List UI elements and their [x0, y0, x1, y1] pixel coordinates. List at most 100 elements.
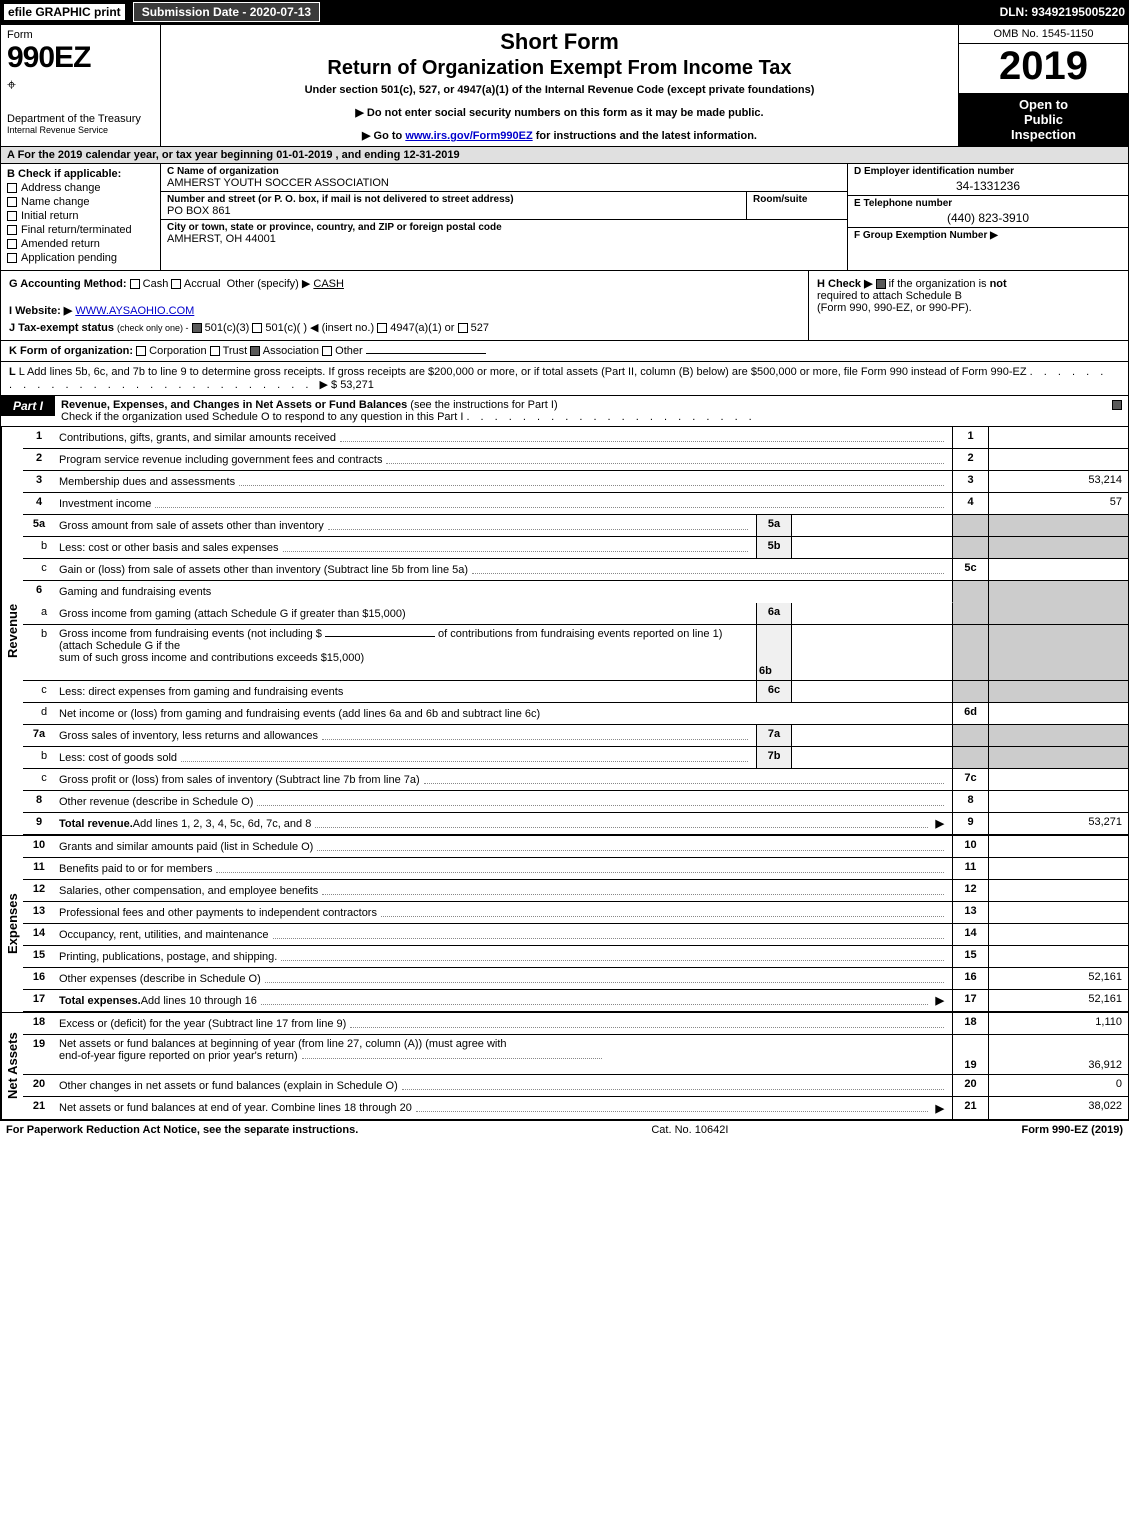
val-9: 53,271 [988, 813, 1128, 834]
line-7b: b Less: cost of goods sold 7b [23, 747, 1128, 769]
chk-amended[interactable]: Amended return [7, 238, 154, 250]
header-right: OMB No. 1545-1150 2019 Open to Public In… [958, 25, 1128, 146]
val-20: 0 [988, 1075, 1128, 1096]
net-assets-section: Net Assets 18 Excess or (deficit) for th… [1, 1013, 1128, 1120]
val-15 [988, 946, 1128, 967]
line-18: 18 Excess or (deficit) for the year (Sub… [23, 1013, 1128, 1035]
revenue-section: Revenue 1 Contributions, gifts, grants, … [1, 427, 1128, 836]
title-short: Short Form [169, 29, 950, 55]
chk-final-return[interactable]: Final return/terminated [7, 224, 154, 236]
header-left: Form 990EZ ⌖ Department of the Treasury … [1, 25, 161, 146]
chk-501c[interactable] [252, 323, 262, 333]
addr-row: Number and street (or P. O. box, if mail… [161, 192, 847, 220]
line-10: 10 Grants and similar amounts paid (list… [23, 836, 1128, 858]
k-label: K Form of organization: [9, 345, 133, 357]
line-6c: c Less: direct expenses from gaming and … [23, 681, 1128, 703]
i-label: I Website: ▶ [9, 305, 72, 317]
form-word: Form [7, 29, 154, 41]
room-label: Room/suite [753, 194, 841, 205]
chk-trust[interactable] [210, 346, 220, 356]
line-2: 2 Program service revenue including gove… [23, 449, 1128, 471]
subtitle: Under section 501(c), 527, or 4947(a)(1)… [169, 84, 950, 96]
chk-corp[interactable] [136, 346, 146, 356]
val-5c [988, 559, 1128, 580]
open-to-public: Open to Public Inspection [959, 93, 1128, 146]
j-tax-exempt: J Tax-exempt status (check only one) - 5… [9, 321, 800, 334]
chk-other-org[interactable] [322, 346, 332, 356]
val-7a [792, 725, 952, 746]
open3: Inspection [961, 127, 1126, 142]
part1-header: Part I Revenue, Expenses, and Changes in… [1, 396, 1128, 427]
line-8: 8 Other revenue (describe in Schedule O)… [23, 791, 1128, 813]
val-8 [988, 791, 1128, 812]
part1-tag: Part I [1, 396, 55, 416]
chk-cash[interactable] [130, 279, 140, 289]
line-6b: b Gross income from fundraising events (… [23, 625, 1128, 681]
irs-seal-icon: ⌖ [7, 77, 154, 95]
org-name-cell: C Name of organization AMHERST YOUTH SOC… [161, 164, 847, 192]
department: Department of the Treasury [7, 113, 154, 125]
phone-cell: E Telephone number (440) 823-3910 [848, 196, 1128, 228]
line-6d: d Net income or (loss) from gaming and f… [23, 703, 1128, 725]
netassets-sidelabel: Net Assets [1, 1013, 23, 1119]
val-6c [792, 681, 952, 702]
line-12: 12 Salaries, other compensation, and emp… [23, 880, 1128, 902]
accounting-value: CASH [313, 278, 344, 290]
line-4: 4 Investment income 4 57 [23, 493, 1128, 515]
j-label: J Tax-exempt status [9, 322, 114, 334]
efile-label: efile GRAPHIC print [4, 4, 125, 20]
line-6: 6 Gaming and fundraising events [23, 581, 1128, 603]
org-addr: PO BOX 861 [167, 205, 740, 217]
note2-post: for instructions and the latest informat… [533, 130, 757, 142]
h-text1: H Check ▶ [817, 278, 873, 290]
tax-year: 2019 [959, 44, 1128, 93]
note-ssn: ▶ Do not enter social security numbers o… [169, 106, 950, 119]
chk-address-change[interactable]: Address change [7, 182, 154, 194]
chk-pending[interactable]: Application pending [7, 252, 154, 264]
chk-501c3[interactable] [192, 323, 202, 333]
chk-assoc[interactable] [250, 346, 260, 356]
line-3: 3 Membership dues and assessments 3 53,2… [23, 471, 1128, 493]
val-19: 36,912 [988, 1035, 1128, 1074]
val-13 [988, 902, 1128, 923]
col-def: D Employer identification number 34-1331… [848, 164, 1128, 270]
line-9: 9 Total revenue. Add lines 1, 2, 3, 4, 5… [23, 813, 1128, 835]
chk-527[interactable] [458, 323, 468, 333]
city-cell: City or town, state or province, country… [161, 220, 847, 247]
website-link[interactable]: WWW.AYSAOHIO.COM [75, 305, 194, 317]
g-accounting: G Accounting Method: Cash Accrual Other … [1, 271, 808, 340]
line-13: 13 Professional fees and other payments … [23, 902, 1128, 924]
chk-4947[interactable] [377, 323, 387, 333]
val-2 [988, 449, 1128, 470]
form-990ez: Form 990EZ ⌖ Department of the Treasury … [0, 24, 1129, 1121]
note-link: ▶ Go to www.irs.gov/Form990EZ for instru… [169, 129, 950, 142]
val-5b [792, 537, 952, 558]
line-19: 19 Net assets or fund balances at beginn… [23, 1035, 1128, 1075]
omb-number: OMB No. 1545-1150 [959, 25, 1128, 44]
line-5a: 5a Gross amount from sale of assets othe… [23, 515, 1128, 537]
line-1: 1 Contributions, gifts, grants, and simi… [23, 427, 1128, 449]
part1-title: Revenue, Expenses, and Changes in Net As… [61, 399, 407, 411]
val-17: 52,161 [988, 990, 1128, 1011]
addr-label: Number and street (or P. O. box, if mail… [167, 194, 740, 205]
phone-value: (440) 823-3910 [854, 211, 1122, 225]
val-6a [792, 603, 952, 624]
line-15: 15 Printing, publications, postage, and … [23, 946, 1128, 968]
footer-right: Form 990-EZ (2019) [1021, 1124, 1123, 1136]
instructions-link[interactable]: www.irs.gov/Form990EZ [405, 130, 532, 142]
val-7b [792, 747, 952, 768]
h-text4: (Form 990, 990-EZ, or 990-PF). [817, 302, 1120, 314]
chk-initial-return[interactable]: Initial return [7, 210, 154, 222]
group-exemption-cell: F Group Exemption Number ▶ [848, 228, 1128, 270]
chk-accrual[interactable] [171, 279, 181, 289]
line-17: 17 Total expenses. Add lines 10 through … [23, 990, 1128, 1012]
d-label: D Employer identification number [854, 166, 1122, 177]
chk-name-change[interactable]: Name change [7, 196, 154, 208]
entity-block: B Check if applicable: Address change Na… [1, 164, 1128, 271]
ein-cell: D Employer identification number 34-1331… [848, 164, 1128, 196]
chk-schedule-b[interactable] [876, 279, 886, 289]
street-cell: Number and street (or P. O. box, if mail… [161, 192, 747, 219]
h-check: H Check ▶ if the organization is not req… [808, 271, 1128, 340]
part1-checkbox[interactable] [1078, 396, 1128, 414]
note2-pre: ▶ Go to [362, 130, 405, 142]
